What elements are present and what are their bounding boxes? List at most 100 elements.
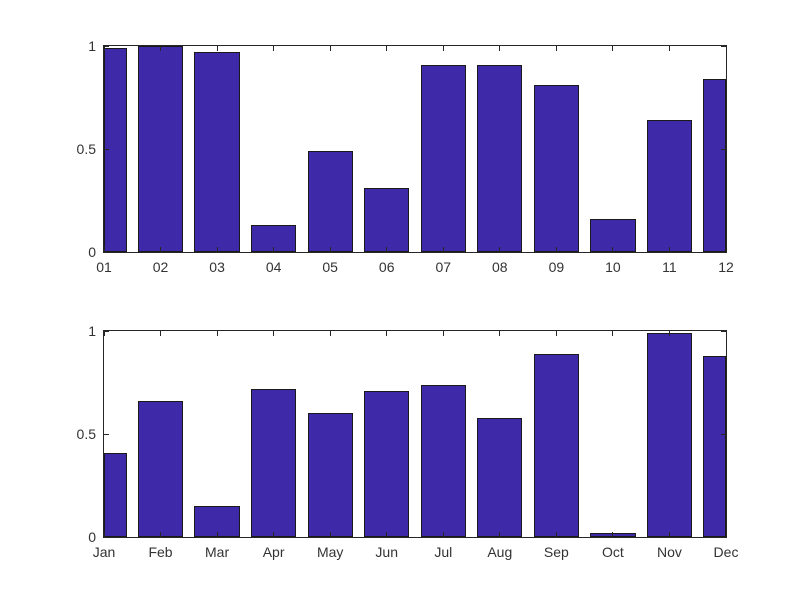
x-tick <box>329 331 331 336</box>
x-tick <box>499 532 501 537</box>
x-tick <box>160 46 162 51</box>
bar-06 <box>364 188 410 252</box>
y-tick <box>721 330 726 332</box>
x-tick <box>216 247 218 252</box>
x-tick <box>499 46 501 51</box>
y-tick <box>721 45 726 47</box>
x-tick-label: Jun <box>375 544 398 560</box>
x-tick <box>386 46 388 51</box>
x-tick <box>329 532 331 537</box>
x-tick-label: Nov <box>657 544 682 560</box>
bar-Feb <box>137 401 184 537</box>
x-tick <box>499 247 501 252</box>
y-tick <box>721 536 726 538</box>
x-tick <box>668 532 670 537</box>
y-tick-label: 0 <box>88 529 96 545</box>
y-tick <box>104 433 109 435</box>
x-tick-label: 11 <box>662 259 677 275</box>
x-tick-label: 09 <box>548 259 565 275</box>
x-tick-label: Oct <box>602 544 624 560</box>
x-tick <box>555 46 557 51</box>
x-tick-label: 01 <box>96 259 112 275</box>
bar-Dec <box>703 355 726 537</box>
y-tick-label: 0.5 <box>76 426 96 442</box>
bar-07 <box>420 64 466 252</box>
y-tick <box>104 45 109 47</box>
x-tick-label: May <box>316 544 344 560</box>
top-bar-chart: 01 02 03 04 05 06 07 08 09 10 11 12 0 0.5 1 <box>77 38 734 275</box>
x-tick-label: 12 <box>718 259 734 275</box>
x-tick-label: Mar <box>205 544 230 560</box>
x-tick <box>273 532 275 537</box>
x-tick <box>273 46 275 51</box>
bottom-bar-chart: Jan Feb Mar Apr May Jun Jul Aug Sep Oct Nov Dec 0 0.5… <box>77 323 739 560</box>
bar-09 <box>533 85 579 252</box>
y-tick <box>104 148 109 150</box>
x-tick <box>725 247 727 252</box>
x-tick-label: Aug <box>487 544 513 560</box>
bar-11 <box>646 120 693 252</box>
x-tick-label: 10 <box>605 259 621 275</box>
y-tick-label: 0 <box>88 244 96 260</box>
bar-05 <box>307 151 353 252</box>
bar-Nov <box>646 333 693 537</box>
x-tick <box>668 247 670 252</box>
x-tick <box>442 532 444 537</box>
x-tick-label: Feb <box>148 544 173 560</box>
y-tick <box>104 251 109 253</box>
x-tick <box>555 247 557 252</box>
x-tick-label: Jan <box>92 544 116 560</box>
x-tick-label: 06 <box>378 259 395 275</box>
y-tick-label: 1 <box>88 323 96 339</box>
x-tick <box>103 331 105 336</box>
x-tick <box>103 532 105 537</box>
x-tick <box>386 532 388 537</box>
x-tick-label: 04 <box>265 259 282 275</box>
x-tick <box>442 331 444 336</box>
y-tick <box>721 433 726 435</box>
bar-08 <box>477 64 523 252</box>
x-tick <box>386 247 388 252</box>
x-tick-label: Dec <box>713 544 739 560</box>
x-tick <box>555 331 557 336</box>
x-tick <box>273 331 275 336</box>
bar-Sep <box>533 353 579 537</box>
x-tick <box>216 532 218 537</box>
y-tick-label: 0.5 <box>76 141 96 157</box>
x-tick <box>668 46 670 51</box>
x-tick <box>725 46 727 51</box>
bar-Jan <box>104 452 127 537</box>
x-tick-label: 03 <box>209 259 225 275</box>
x-tick <box>160 247 162 252</box>
x-tick <box>612 532 614 537</box>
x-tick-label: 02 <box>152 259 169 275</box>
bar-01 <box>104 48 127 252</box>
x-tick <box>442 247 444 252</box>
x-tick-label: 05 <box>322 259 338 275</box>
x-tick <box>216 46 218 51</box>
x-tick <box>725 331 727 336</box>
x-tick-label: 08 <box>492 259 508 275</box>
x-tick <box>103 46 105 51</box>
bar-12 <box>703 78 726 252</box>
x-tick <box>612 46 614 51</box>
bar-02 <box>137 46 184 252</box>
x-tick <box>160 331 162 336</box>
bar-Jul <box>420 384 466 537</box>
x-tick <box>668 331 670 336</box>
bar-May <box>307 413 353 537</box>
bar-03 <box>194 52 240 252</box>
x-tick <box>160 532 162 537</box>
x-tick <box>725 532 727 537</box>
x-tick-label: Sep <box>543 544 569 560</box>
x-tick <box>216 331 218 336</box>
y-tick <box>721 148 726 150</box>
bar-Apr <box>251 388 297 537</box>
x-tick <box>612 331 614 336</box>
y-tick <box>104 536 109 538</box>
x-tick <box>329 46 331 51</box>
x-tick-label: Apr <box>262 544 285 560</box>
y-tick <box>721 251 726 253</box>
x-tick <box>386 331 388 336</box>
